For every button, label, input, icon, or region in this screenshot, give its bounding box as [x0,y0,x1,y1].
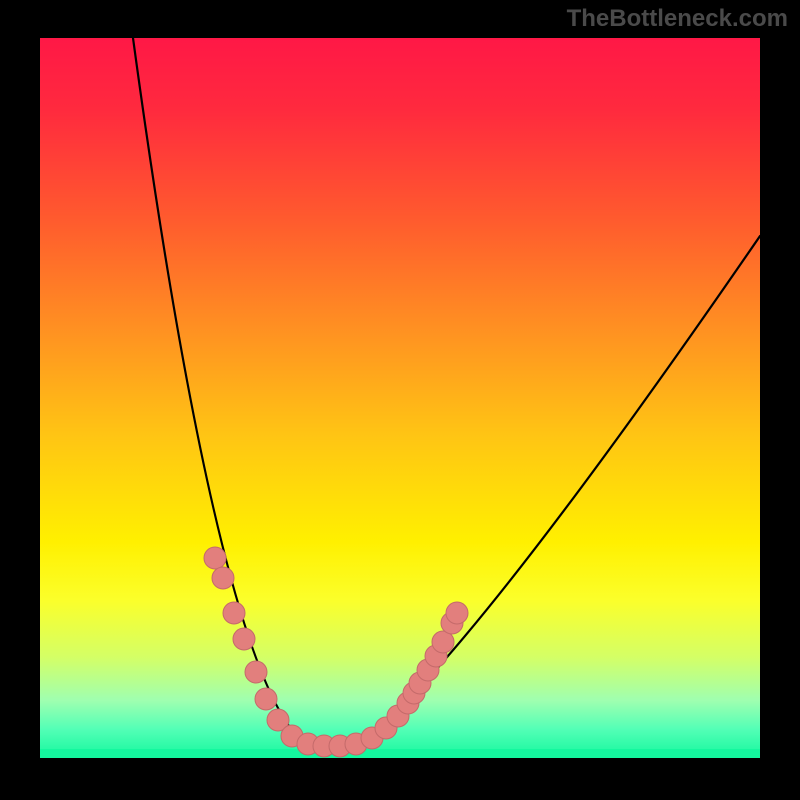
data-dot [446,602,468,624]
data-dot [245,661,267,683]
data-dot [255,688,277,710]
data-dot [233,628,255,650]
data-dot [204,547,226,569]
bottom-green-band [40,749,760,758]
attribution-text: TheBottleneck.com [567,5,788,33]
data-dot [223,602,245,624]
plot-area [40,38,760,758]
data-dot [212,567,234,589]
